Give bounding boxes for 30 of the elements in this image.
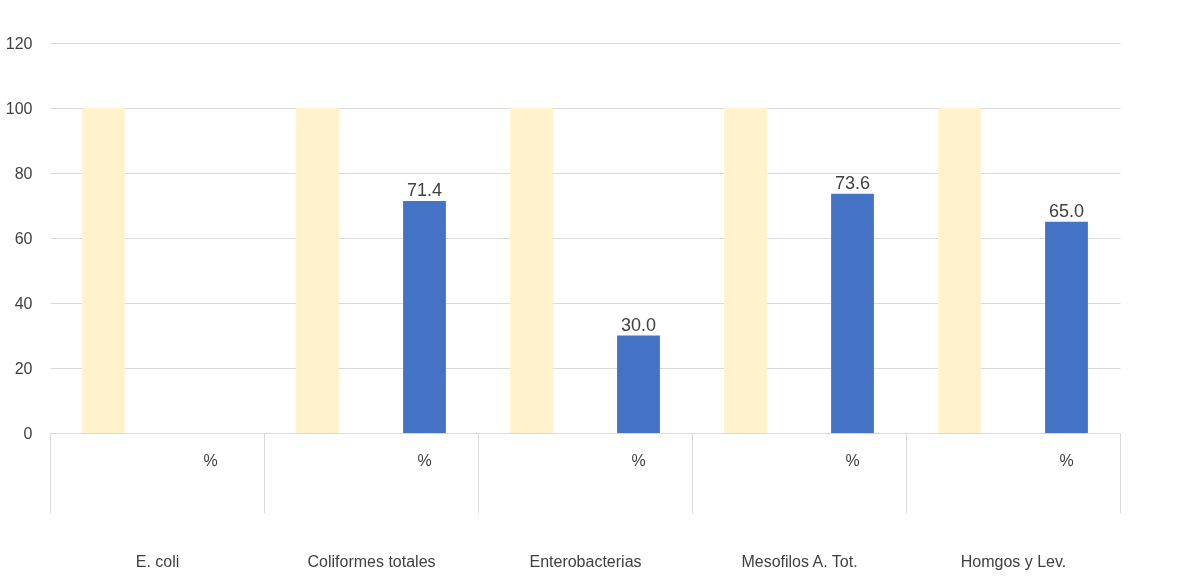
- y-tick-label: 100: [5, 99, 33, 117]
- x-tick-label: Coliformes totales: [307, 552, 436, 570]
- bar: [831, 193, 874, 433]
- bar: [1045, 221, 1088, 433]
- y-tick-label: 80: [14, 164, 33, 182]
- text: %: [203, 452, 218, 469]
- x-tick-label: Mesofilos A. Tot.: [741, 552, 858, 570]
- bar: [724, 108, 767, 433]
- data-label: 73.6: [834, 172, 871, 193]
- text: %: [845, 452, 860, 469]
- x-tick-label: E. coli: [135, 552, 180, 570]
- y-tick-label: 40: [14, 294, 33, 312]
- text: %: [1059, 452, 1074, 469]
- y-tick-label: 120: [5, 34, 33, 52]
- bar: [617, 335, 660, 433]
- y-tick-label: 0: [23, 424, 33, 442]
- bar: [82, 108, 125, 433]
- y-tick-label: 20: [14, 359, 33, 377]
- text: %: [631, 452, 646, 469]
- bar: [510, 108, 553, 433]
- data-label: 65.0: [1048, 200, 1085, 221]
- y-tick-label: 60: [14, 229, 33, 247]
- data-label: 30.0: [620, 314, 657, 335]
- series-label: %: [417, 452, 432, 469]
- data-label: 71.4: [406, 179, 443, 200]
- bar: [938, 108, 981, 433]
- bar: [296, 108, 339, 433]
- x-tick-label: Enterobacterias: [529, 552, 642, 570]
- x-tick-label: Homgos y Lev.: [960, 552, 1067, 570]
- bar: [403, 200, 446, 433]
